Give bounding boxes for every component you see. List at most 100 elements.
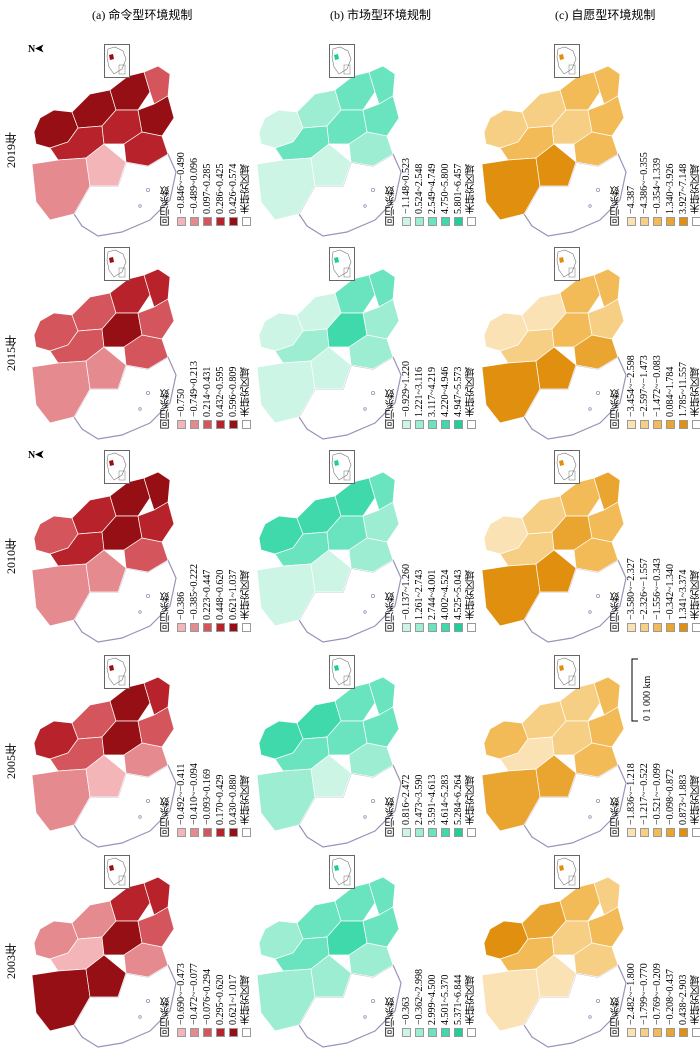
legend-label: 0.286~0.425: [215, 163, 226, 214]
map-region: [256, 157, 316, 221]
legend-label: −1.472~−0.083: [652, 355, 663, 417]
legend-label: −0.410~−0.094: [189, 763, 200, 825]
island: [363, 815, 367, 819]
legend-item: 4.525~5.043: [452, 452, 465, 632]
map-panel: 回归系数 −4.387 −4.386~−0.355 −0.354~1.339 1.340…: [470, 40, 700, 246]
legend-swatch: [666, 623, 675, 632]
legend-item: −1.836~−1.218: [625, 657, 638, 837]
inset-outline: [331, 46, 352, 75]
legend-item: 未研究区域: [465, 657, 478, 837]
legend-item: 0.448~0.620: [214, 452, 227, 632]
map-panel: 回归系数 −0.750 −0.749~0.213 0.214~0.431 0.432~0…: [20, 243, 252, 449]
legend-label: 4.750~5.800: [440, 163, 451, 214]
legend-swatch: [190, 828, 199, 837]
inset-study-area: [334, 54, 339, 60]
inset-outline: [106, 657, 127, 686]
legend-item: 0.816~2.472: [400, 657, 413, 837]
island: [363, 407, 367, 411]
legend-item: −0.208~0.437: [664, 857, 677, 1037]
legend-label: 4.525~5.043: [453, 569, 464, 620]
legend-swatch: [640, 828, 649, 837]
legend-swatch: [467, 623, 476, 632]
legend-item: −0.929~1.220: [400, 249, 413, 429]
inset-locator-map: [104, 247, 130, 281]
legend-item: 1.221~3.116: [413, 249, 426, 429]
island: [146, 798, 151, 803]
legend-label: −0.362~2.998: [414, 968, 425, 1025]
legend-label: 5.801~6.457: [453, 163, 464, 214]
legend-label: 0.223~0.447: [202, 569, 213, 620]
legend-label: 0.621~1.017: [228, 974, 239, 1025]
legend-swatch: [640, 217, 649, 226]
legend-label: −0.749~0.213: [189, 360, 200, 417]
legend-item: 1.785~11.557: [677, 249, 690, 429]
legend-swatch: [415, 420, 424, 429]
legend-label: 1.785~11.557: [678, 361, 689, 417]
legend-item: 未研究区域: [240, 249, 253, 429]
map-region: [535, 754, 577, 798]
legend-item: −1.556~−0.343: [651, 452, 664, 632]
legend-swatch: [177, 1028, 186, 1037]
island: [138, 610, 142, 614]
legend-label: 未研究区域: [691, 775, 700, 825]
map-panel: 回归系数 0.816~2.472 2.473~3.590 3.591~4.613 4.6…: [245, 651, 477, 857]
map-region: [85, 754, 127, 798]
legend-swatch: [640, 623, 649, 632]
inset-box: [568, 675, 576, 686]
legend-swatch: [627, 1028, 636, 1037]
legend-swatch: [216, 623, 225, 632]
legend-swatch: [454, 1028, 463, 1037]
legend-swatch: [203, 217, 212, 226]
legend-swatch: [454, 828, 463, 837]
legend-item: 未研究区域: [465, 857, 478, 1037]
legend-swatch: [203, 828, 212, 837]
map-region: [85, 954, 127, 998]
north-label: N: [28, 44, 36, 55]
legend-item: 0.223~0.447: [201, 452, 214, 632]
inset-outline: [106, 857, 127, 886]
legend-label: −0.363: [401, 996, 412, 1025]
legend-item: 0.426~0.574: [227, 46, 240, 226]
legend-swatch: [692, 420, 700, 429]
inset-locator-map: [104, 655, 130, 689]
map-region: [31, 768, 91, 832]
map-panel: 回归系数 −0.690~−0.473 −0.472~−0.077 −0.076~0.2…: [20, 851, 252, 1057]
legend-swatch: [229, 420, 238, 429]
legend: 回归系数 −1.148~0.523 0.524~2.548 2.549~4.749 4.…: [385, 50, 485, 230]
legend-item: −1.148~0.523: [400, 46, 413, 226]
map-region: [481, 563, 541, 627]
legend-item: 0.596~0.809: [227, 249, 240, 429]
map-region: [256, 768, 316, 832]
legend-label: −0.137~1.260: [401, 563, 412, 620]
legend-title: 回归系数: [161, 389, 172, 429]
legend-swatch: [177, 828, 186, 837]
island: [371, 798, 376, 803]
inset-study-area: [334, 257, 339, 263]
legend-swatch: [666, 217, 675, 226]
legend-item: −0.137~1.260: [400, 452, 413, 632]
legend-swatch: [441, 420, 450, 429]
legend-item: −3.580~−2.327: [625, 452, 638, 632]
legend-swatch: [216, 828, 225, 837]
legend-swatch: [666, 1028, 675, 1037]
legend-label: 0.214~0.431: [202, 366, 213, 417]
legend-title: 回归系数: [161, 186, 172, 226]
inset-outline: [331, 657, 352, 686]
legend-item: 0.873~1.883: [677, 657, 690, 837]
year-label: 2015年: [4, 335, 18, 371]
legend-label: −0.208~0.437: [665, 968, 676, 1025]
legend-swatch: [229, 623, 238, 632]
year-label: 2005年: [4, 743, 18, 779]
legend-swatch: [679, 420, 688, 429]
map-region: [31, 360, 91, 424]
legend-label: 2.999~4.500: [427, 974, 438, 1025]
legend-swatch: [454, 217, 463, 226]
legend-item: −1.472~−0.083: [651, 249, 664, 429]
inset-outline: [331, 857, 352, 886]
inset-locator-map: [104, 855, 130, 889]
island: [371, 998, 376, 1003]
legend-item: −3.454~−2.598: [625, 249, 638, 429]
legend-item: 未研究区域: [240, 452, 253, 632]
legend-swatch: [203, 1028, 212, 1037]
map-panel: 回归系数 −1.836~−1.218 −1.217~−0.522 −0.521~−0.…: [470, 651, 700, 857]
